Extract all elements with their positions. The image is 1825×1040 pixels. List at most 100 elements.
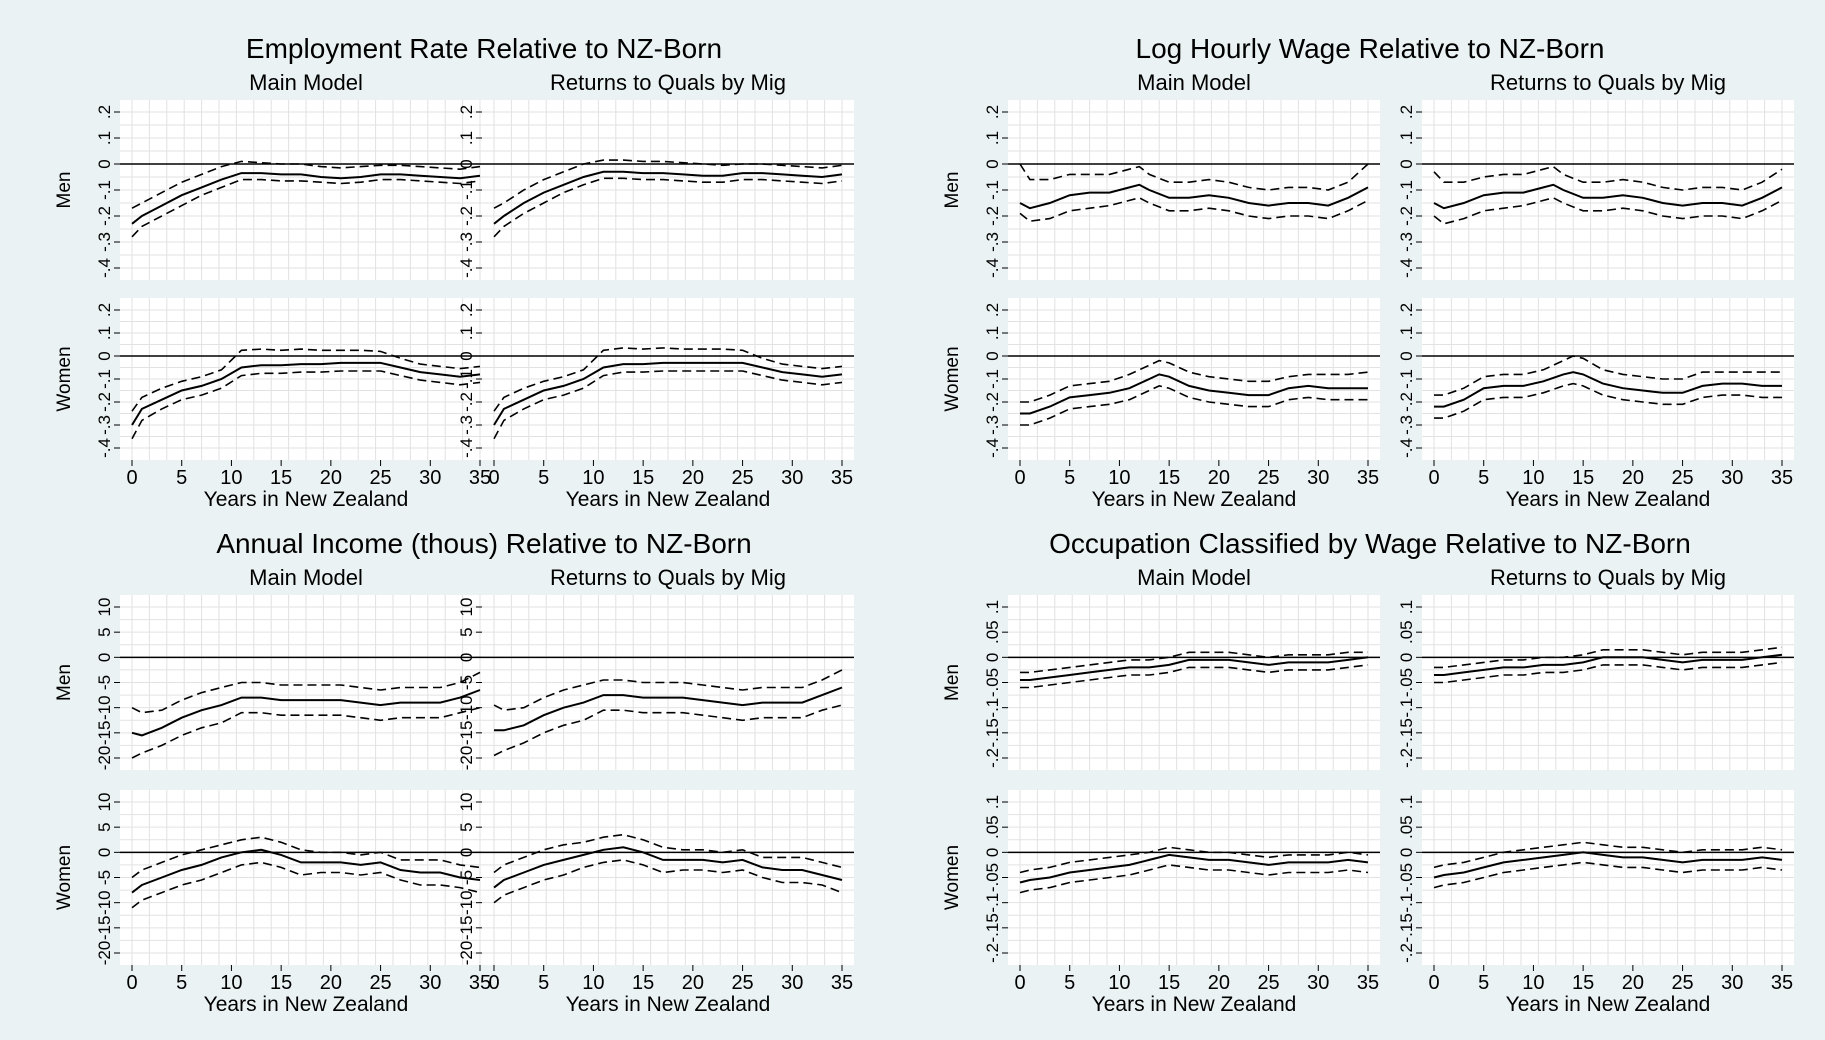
row-label: Men	[942, 172, 963, 209]
x-tick-label: 35	[831, 467, 853, 489]
x-tick-label: 20	[320, 972, 342, 994]
panel-women-main: -.4 -.3 -.2 -.1 0 .1 .2 Women 0 5 10 15 20 25 30 35 Year…	[54, 298, 492, 511]
x-tick-label: 35	[1357, 972, 1379, 994]
y-tick-label: .2	[457, 303, 476, 317]
x-tick-label: 15	[1572, 467, 1594, 489]
y-tick-label: -.3	[457, 415, 476, 435]
model-title: Main Model	[1137, 565, 1251, 590]
x-tick-label: 20	[320, 467, 342, 489]
x-tick-label: 10	[582, 467, 604, 489]
x-tick-label: 25	[731, 972, 753, 994]
y-tick-label: -5	[95, 870, 114, 885]
lower-confidence-line	[1433, 196, 1783, 225]
upper-confidence-line	[493, 669, 843, 712]
y-tick-label: .2	[1397, 105, 1416, 119]
y-tick-label: .1	[95, 326, 114, 340]
y-tick-label: .2	[1397, 303, 1416, 317]
lower-confidence-line	[1434, 661, 1783, 684]
estimate-line	[1019, 183, 1369, 210]
y-tick-label: .05	[983, 815, 1002, 839]
x-tick-label: 20	[1622, 972, 1644, 994]
y-tick-label: -.05	[983, 668, 1002, 697]
y-tick-label: 0	[983, 653, 1002, 662]
y-tick-label: -.2	[983, 748, 1002, 768]
y-tick-label: 10	[95, 793, 114, 812]
upper-confidence-line	[1433, 841, 1783, 869]
y-tick-label: -.2	[1397, 748, 1416, 768]
y-tick-label: -.15	[983, 913, 1002, 942]
model-title: Returns to Quals by Mig	[550, 70, 786, 95]
x-tick-label: 0	[488, 972, 499, 994]
chart-title: Log Hourly Wage Relative to NZ-Born	[1136, 33, 1605, 64]
x-tick-label: 0	[1428, 972, 1439, 994]
y-tick-label: 0	[457, 653, 476, 662]
x-tick-label: 30	[419, 467, 441, 489]
upper-confidence-line	[1434, 355, 1782, 396]
upper-confidence-line	[1020, 359, 1369, 403]
y-tick-label: .1	[1397, 326, 1416, 340]
row-label: Women	[54, 845, 75, 910]
upper-confidence-line	[1433, 165, 1783, 191]
y-tick-label: -.2	[457, 392, 476, 412]
upper-confidence-line	[131, 348, 481, 412]
chart-1: Log Hourly Wage Relative to NZ-Born Main …	[942, 33, 1794, 511]
row-label: Men	[54, 664, 75, 701]
x-tick-label: 25	[1257, 467, 1279, 489]
estimate-line	[131, 172, 481, 225]
y-tick-label: .1	[983, 795, 1002, 809]
model-title: Main Model	[249, 70, 363, 95]
y-tick-label: -10	[95, 890, 114, 915]
x-tick-label: 35	[469, 467, 491, 489]
x-tick-label: 15	[1158, 972, 1180, 994]
panel-women-main: -.4 -.3 -.2 -.1 0 .1 .2 Women 0 5 10 15 20 25 30 35 Year…	[942, 298, 1380, 511]
estimate-line	[131, 689, 481, 737]
y-tick-label: -.1	[1397, 369, 1416, 389]
x-tick-label: 15	[270, 467, 292, 489]
y-tick-label: -10	[457, 890, 476, 915]
panel-women-quals: -.4 -.3 -.2 -.1 0 .1 .2 0 5 10 15 20 25 30 35 Years in …	[1397, 298, 1794, 511]
y-tick-label: -.1	[457, 369, 476, 389]
x-tick-label: 5	[1478, 972, 1489, 994]
estimate-line	[1434, 653, 1783, 676]
panel-men-main: -.4 -.3 -.2 -.1 0 .1 .2 Men	[54, 100, 492, 280]
lower-confidence-line	[1020, 664, 1369, 689]
y-tick-label: .2	[95, 303, 114, 317]
y-tick-label: -.2	[1397, 392, 1416, 412]
panel-men-quals: -.2-.15-.1-.05 0 .05 .1	[1397, 595, 1794, 770]
panel-men-quals: -20-15-10 -5 0 5 10	[457, 595, 854, 770]
x-tick-label: 25	[369, 467, 391, 489]
y-tick-label: 0	[983, 848, 1002, 857]
upper-confidence-line	[493, 347, 843, 412]
y-tick-label: -10	[457, 695, 476, 720]
y-tick-label: .1	[95, 131, 114, 145]
y-tick-label: -.1	[983, 369, 1002, 389]
y-tick-label: .2	[983, 105, 1002, 119]
y-tick-label: -.1	[983, 698, 1002, 718]
row-label: Men	[54, 172, 75, 209]
y-tick-label: -.1	[95, 369, 114, 389]
x-axis-label: Years in New Zealand	[1092, 488, 1297, 511]
estimate-line	[493, 846, 843, 889]
y-tick-label: 0	[1397, 848, 1416, 857]
y-tick-label: -.2	[983, 392, 1002, 412]
x-axis-label: Years in New Zealand	[1506, 488, 1711, 511]
y-tick-label: -.3	[1397, 232, 1416, 252]
y-tick-label: 0	[457, 159, 476, 168]
x-tick-label: 25	[369, 972, 391, 994]
x-tick-label: 30	[781, 972, 803, 994]
upper-confidence-line	[1434, 646, 1783, 669]
x-tick-label: 35	[469, 972, 491, 994]
x-tick-label: 10	[1522, 467, 1544, 489]
chart-title: Employment Rate Relative to NZ-Born	[246, 33, 722, 64]
panel-women-quals: -.2-.15-.1-.05 0 .05 .1 0 5 10 15 20 25 30 35 Years …	[1397, 790, 1794, 1016]
y-tick-label: -.2	[457, 206, 476, 226]
y-tick-label: 10	[457, 793, 476, 812]
x-tick-label: 25	[731, 467, 753, 489]
x-axis-label: Years in New Zealand	[204, 488, 409, 511]
y-tick-label: 0	[1397, 351, 1416, 360]
x-tick-label: 0	[126, 972, 137, 994]
y-tick-label: -.2	[983, 943, 1002, 963]
y-tick-label: .05	[1397, 815, 1416, 839]
x-tick-label: 25	[1671, 972, 1693, 994]
